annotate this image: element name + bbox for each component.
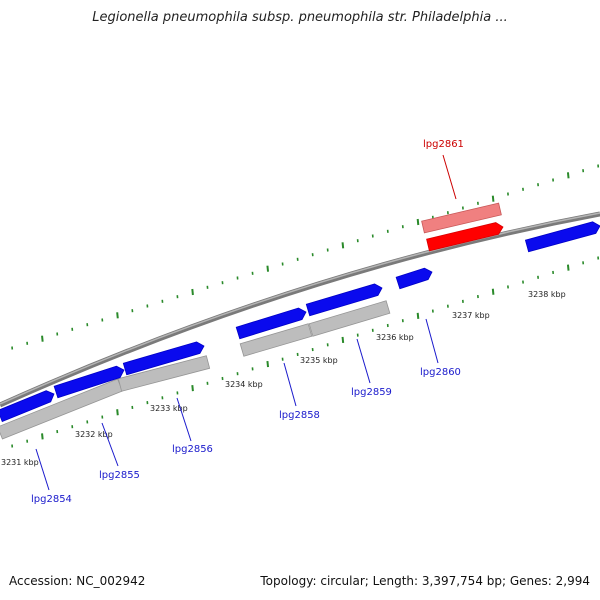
genome-summary-text: Topology: circular; Length: 3,397,754 bp… bbox=[260, 574, 590, 588]
scale-label: 3233 kbp bbox=[150, 404, 188, 413]
lower-tick-mark bbox=[116, 409, 119, 416]
gene-callout-line bbox=[35, 448, 50, 491]
lower-tick-mark bbox=[341, 336, 345, 344]
gene-label[interactable]: lpg2855 bbox=[99, 470, 140, 481]
cds-shadow-bar[interactable] bbox=[0, 378, 123, 440]
gene-arrow[interactable] bbox=[524, 221, 600, 253]
gene-label[interactable]: lpg2861 bbox=[423, 139, 464, 150]
gene-callout-line bbox=[425, 318, 439, 364]
upper-tick-mark bbox=[41, 335, 44, 342]
gene-label[interactable]: lpg2860 bbox=[420, 367, 461, 378]
upper-tick-mark bbox=[116, 312, 119, 319]
lower-tick-mark bbox=[191, 385, 194, 392]
scale-label: 3236 kbp bbox=[376, 333, 414, 342]
lower-tick-mark bbox=[41, 433, 44, 440]
selected-gene-arrow[interactable] bbox=[426, 222, 504, 252]
scale-label: 3232 kbp bbox=[75, 430, 113, 439]
scale-label: 3235 kbp bbox=[300, 356, 338, 365]
lower-tick-track bbox=[11, 256, 600, 448]
gene-arrow[interactable] bbox=[0, 390, 55, 423]
genome-backbone-highlight bbox=[0, 212, 600, 405]
page-title: Legionella pneumophila subsp. pneumophil… bbox=[92, 10, 508, 25]
upper-tick-mark bbox=[341, 242, 345, 249]
scale-label: 3238 kbp bbox=[528, 290, 566, 299]
cds-shadow-bar[interactable] bbox=[117, 355, 211, 392]
upper-tick-mark bbox=[416, 218, 420, 226]
gene-arrow[interactable] bbox=[235, 307, 307, 340]
scale-label: 3231 kbp bbox=[1, 458, 39, 467]
lower-tick-mark bbox=[491, 288, 495, 295]
scale-labels: 3231 kbp 3232 kbp 3233 kbp 3234 kbp 3235 kbp… bbox=[1, 290, 566, 467]
upper-tick-mark bbox=[566, 172, 570, 179]
upper-tick-mark bbox=[266, 265, 270, 272]
lower-tick-mark bbox=[266, 360, 270, 368]
gene-callout-line bbox=[356, 338, 371, 384]
upper-tick-mark bbox=[191, 288, 194, 296]
gene-labels: lpg2854 lpg2855 lpg2856 lpg2858 lpg2859 lpg28… bbox=[31, 139, 464, 505]
gene-arrow[interactable] bbox=[395, 267, 433, 290]
gene-arrow[interactable] bbox=[305, 283, 383, 317]
gene-label[interactable]: lpg2854 bbox=[31, 494, 72, 505]
selected-gene-shadow[interactable] bbox=[421, 202, 502, 234]
scale-label: 3237 kbp bbox=[452, 311, 490, 320]
gene-callout-line bbox=[101, 422, 119, 467]
gene-arrow[interactable] bbox=[122, 341, 205, 376]
cds-shadow-bar[interactable] bbox=[239, 323, 313, 357]
gene-callout-line bbox=[442, 154, 457, 200]
scale-label: 3234 kbp bbox=[225, 380, 263, 389]
gene-callout-line bbox=[176, 397, 192, 442]
gene-label[interactable]: lpg2856 bbox=[172, 444, 213, 455]
gene-label[interactable]: lpg2858 bbox=[279, 410, 320, 421]
gene-arrow[interactable] bbox=[53, 365, 125, 399]
accession-text: Accession: NC_002942 bbox=[9, 574, 146, 588]
genome-backbone-line bbox=[0, 211, 600, 408]
gene-label[interactable]: lpg2859 bbox=[351, 387, 392, 398]
lower-tick-mark bbox=[416, 312, 420, 319]
upper-tick-mark bbox=[491, 195, 495, 202]
gene-features bbox=[0, 202, 600, 440]
cds-shadow-bar[interactable] bbox=[308, 300, 391, 337]
lower-tick-mark bbox=[566, 264, 570, 271]
gene-callout-line bbox=[283, 362, 297, 407]
upper-tick-track bbox=[11, 164, 600, 350]
